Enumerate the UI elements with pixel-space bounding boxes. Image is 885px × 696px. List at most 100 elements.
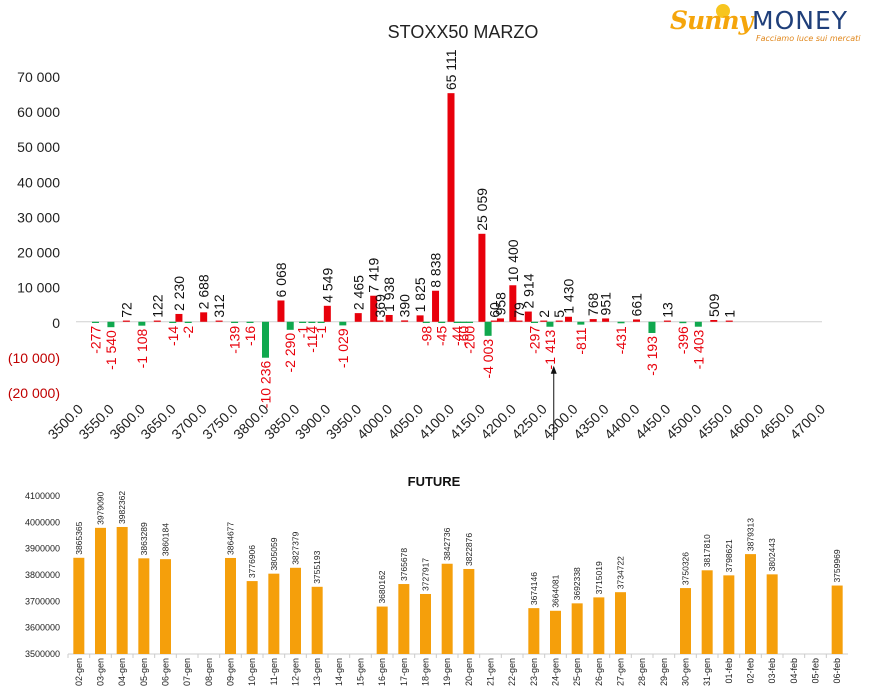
future-x-tick-label: 26-gen: [594, 658, 604, 686]
future-bar-label: 3674146: [529, 572, 539, 605]
oi-bar: [91, 321, 99, 323]
future-x-tick-label: 10-gen: [247, 658, 257, 686]
future-bar-label: 3680162: [377, 570, 387, 603]
bar-value-label: -396: [675, 326, 691, 354]
bar-value-label: 8 838: [428, 252, 444, 287]
future-bar: [73, 557, 85, 654]
bar-value-label: 1 825: [412, 277, 428, 312]
future-bar: [95, 527, 106, 654]
oi-bar: [540, 320, 548, 322]
bar-value-label: 2 465: [350, 275, 366, 310]
oi-bar: [589, 319, 597, 322]
bar-value-label: -44: [449, 326, 465, 346]
bar-value-label: 390: [397, 294, 413, 318]
bar-value-label: -1 413: [542, 330, 558, 370]
future-bar: [246, 581, 258, 654]
future-bar: [615, 592, 626, 654]
future-x-tick-label: 08-gen: [204, 658, 214, 686]
bar-value-label: 4 549: [319, 268, 335, 303]
future-bar-label: 3982362: [117, 491, 127, 524]
oi-bar: [663, 320, 671, 322]
bar-value-label: -1 403: [690, 329, 706, 369]
bar-value-label: -1 108: [134, 328, 150, 368]
oi-bar: [617, 321, 625, 324]
future-price-chart: FUTURE 3500000 3600000 3700000 3800000 390000…: [25, 474, 848, 686]
future-bar-label: 3802443: [767, 538, 777, 571]
bar-value-label: 1: [721, 310, 737, 318]
bar-value-label: -114: [304, 326, 320, 353]
future-bar: [376, 606, 388, 654]
oi-bar: [694, 321, 702, 327]
future-x-tick-label: 23-gen: [529, 658, 539, 686]
oi-bar: [299, 321, 307, 323]
oi-bar: [577, 321, 585, 325]
bar-value-label: -2 290: [282, 333, 298, 373]
bar-value-label: -10 236: [258, 361, 274, 409]
bar-value-label: -811: [573, 327, 589, 354]
oi-bar: [710, 319, 718, 322]
oi-bar: [432, 290, 440, 322]
future-x-tick-label: 17-gen: [399, 658, 409, 686]
future-bar-label: 3776906: [247, 545, 257, 578]
future-bar: [138, 558, 150, 654]
future-x-tick-label: 19-gen: [442, 658, 452, 686]
future-bar: [528, 608, 540, 654]
future-bar: [311, 586, 323, 654]
future-x-tick-label: 18-gen: [421, 658, 431, 686]
future-y-tick-label: 3700000: [25, 596, 60, 606]
future-x-tick-label: 06-feb: [832, 658, 842, 684]
future-bar-label: 3879313: [746, 518, 756, 551]
future-bar: [701, 570, 713, 654]
bar-value-label: -200: [462, 326, 478, 354]
bar-value-label: -60: [455, 326, 471, 346]
bar-value-label: 2 230: [171, 276, 187, 311]
bar-value-label: 122: [149, 294, 165, 318]
bar-value-label: -14: [165, 326, 181, 346]
future-bar: [225, 557, 236, 654]
oi-bar: [490, 320, 498, 322]
future-y-tick-label: 3600000: [25, 623, 60, 633]
future-bar-label: 3734722: [616, 556, 626, 589]
future-bar: [441, 563, 453, 654]
oi-bar: [633, 319, 640, 322]
oi-bar: [524, 311, 532, 322]
future-bar: [745, 554, 756, 654]
future-bar: [463, 568, 475, 654]
oi-bar: [466, 321, 474, 323]
bar-value-label: 60: [486, 302, 502, 318]
bar-value-label: -45: [434, 326, 450, 346]
oi-bar: [231, 321, 239, 323]
future-x-tick-label: 02-feb: [746, 658, 756, 684]
future-bar-label: 3798621: [724, 539, 734, 572]
stoxx50-open-interest-chart: STOXX50 MARZO (20 000) (10 000) 0 10 000 20 0…: [8, 22, 828, 442]
oi-bar: [484, 321, 492, 336]
future-x-tick-label: 22-gen: [507, 658, 517, 686]
future-x-tick-label: 05-gen: [139, 658, 149, 686]
y-tick-label: 60 000: [17, 104, 60, 120]
y-tick-label: 10 000: [17, 280, 60, 296]
future-x-tick-label: 31-gen: [702, 658, 712, 686]
oi-bar: [262, 321, 269, 358]
oi-bar: [401, 320, 409, 322]
oi-bar: [277, 300, 285, 322]
oi-bar: [107, 321, 115, 328]
oi-bar: [509, 285, 517, 322]
oi-bar: [478, 233, 486, 322]
future-bar-label: 3817810: [702, 534, 712, 567]
bar-value-label: 65 111: [443, 49, 459, 90]
future-bar-label: 3755193: [312, 550, 322, 583]
future-y-tick-label: 3800000: [25, 570, 60, 580]
bar-value-label: -98: [418, 326, 434, 346]
bar-value-label: 2 688: [196, 274, 212, 309]
future-x-tick-label: 07-gen: [182, 658, 192, 686]
arrow-head-icon: [550, 365, 557, 374]
oi-bar: [308, 321, 316, 323]
future-x-tick-label: 21-gen: [486, 658, 496, 686]
bar-value-label: 951: [598, 292, 614, 316]
future-x-tick-label: 06-gen: [161, 658, 171, 686]
future-bar: [398, 584, 410, 654]
bar-value-label: -1 029: [335, 328, 351, 368]
future-x-tick-label: 27-gen: [616, 658, 626, 686]
future-y-tick-label: 3500000: [25, 649, 60, 659]
future-y-tick-label: 4100000: [25, 491, 60, 501]
